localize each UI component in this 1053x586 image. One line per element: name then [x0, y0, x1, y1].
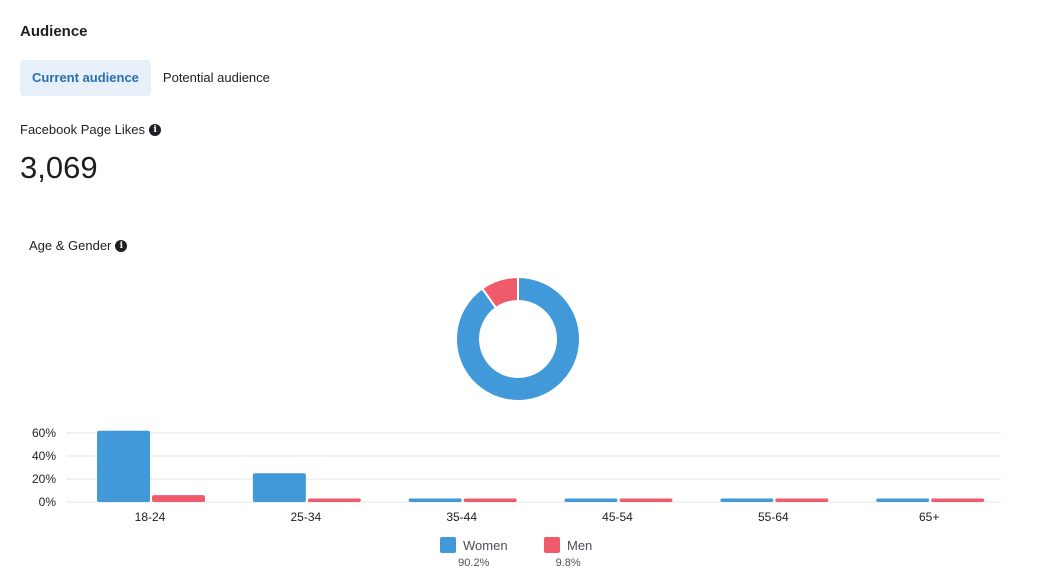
- bar-women-35-44: [408, 498, 462, 502]
- bar-women-45-54: [564, 498, 618, 502]
- x-tick-label: 45-54: [602, 510, 633, 524]
- info-icon[interactable]: i: [149, 123, 162, 136]
- section-title: Audience: [20, 23, 88, 40]
- x-tick-label: 55-64: [758, 510, 789, 524]
- y-tick-label: 60%: [32, 426, 56, 440]
- y-tick-label: 40%: [32, 449, 56, 463]
- age-gender-title: Age & Gender: [29, 238, 112, 253]
- bar-men-55-64: [775, 498, 829, 502]
- info-icon[interactable]: i: [115, 239, 128, 252]
- page-likes-label-row: Facebook Page Likes i: [20, 122, 162, 137]
- x-tick-label: 25-34: [290, 510, 321, 524]
- bar-women-55-64: [720, 498, 774, 502]
- x-tick-label: 18-24: [135, 510, 166, 524]
- donut-slice-women: [455, 275, 581, 402]
- legend-label-women: Women: [463, 537, 508, 553]
- audience-tabs: Current audience Potential audience: [20, 60, 282, 96]
- bar-men-35-44: [463, 498, 517, 502]
- legend-percent-men: 9.8%: [555, 557, 581, 569]
- age-gender-title-row: Age & Gender i: [29, 238, 128, 253]
- page-likes-value: 3,069: [20, 150, 98, 185]
- chart-legend: Women 90.2% Men 9.8%: [0, 537, 1053, 577]
- bar-women-25-34: [252, 473, 306, 502]
- x-tick-label: 65+: [919, 510, 939, 524]
- legend-label-men: Men: [567, 537, 593, 553]
- legend-item-women[interactable]: Women 90.2%: [440, 537, 508, 569]
- bar-men-25-34: [307, 498, 361, 502]
- legend-item-men[interactable]: Men 9.8%: [544, 537, 592, 569]
- page-likes-label: Facebook Page Likes: [20, 122, 146, 137]
- y-tick-label: 0%: [39, 495, 57, 509]
- bar-women-18-24: [97, 430, 150, 502]
- bar-men-18-24: [152, 495, 205, 502]
- tab-current-audience[interactable]: Current audience: [20, 60, 151, 96]
- bar-men-65+: [931, 498, 985, 502]
- bar-women-65+: [876, 498, 930, 502]
- tab-potential-audience[interactable]: Potential audience: [162, 70, 270, 85]
- donut-slice-men: [480, 275, 519, 310]
- y-tick-label: 20%: [32, 472, 56, 486]
- bar-men-45-54: [619, 498, 673, 502]
- legend-swatch-women: [440, 537, 456, 553]
- legend-swatch-men: [544, 537, 560, 553]
- legend-percent-women: 90.2%: [458, 557, 490, 569]
- x-tick-label: 35-44: [446, 510, 477, 524]
